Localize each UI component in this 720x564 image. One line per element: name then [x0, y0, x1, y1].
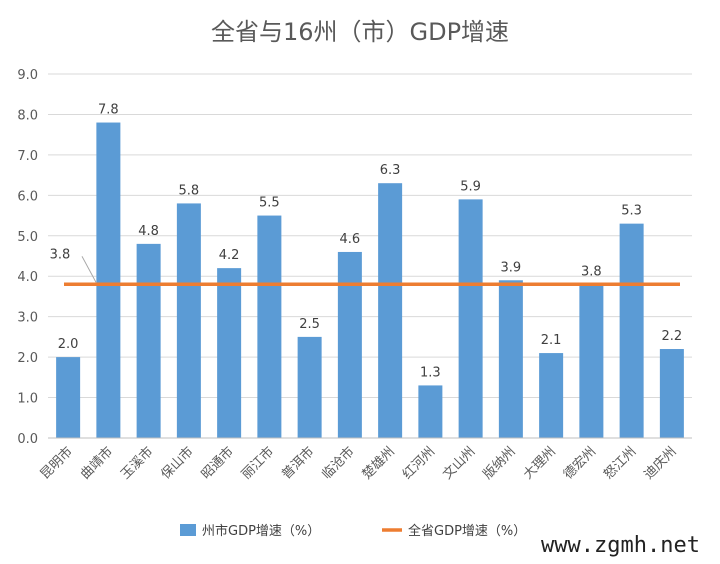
y-tick-label: 3.0 — [17, 311, 38, 326]
x-category-label: 普洱市 — [279, 444, 318, 483]
y-tick-label: 2.0 — [17, 351, 38, 366]
y-tick-label: 8.0 — [17, 108, 38, 123]
bar-data-label: 4.6 — [340, 232, 361, 247]
bar-data-label: 4.8 — [138, 224, 159, 239]
x-category-label: 昭通市 — [198, 444, 237, 483]
y-tick-label: 5.0 — [17, 230, 38, 245]
bar — [418, 385, 443, 438]
bar-data-label: 2.2 — [662, 329, 683, 344]
bar — [659, 349, 684, 438]
x-category-label: 文山州 — [440, 444, 478, 482]
bar — [297, 336, 322, 438]
bar-data-label: 5.9 — [460, 179, 481, 194]
province-average-line-group: 3.8 — [50, 247, 680, 287]
bar — [56, 357, 81, 438]
bar-data-label: 3.9 — [501, 260, 522, 275]
bar-series — [56, 122, 684, 439]
x-category-label: 保山市 — [158, 444, 197, 483]
bar-data-label: 5.8 — [179, 183, 200, 198]
x-category-label: 版纳州 — [481, 444, 519, 482]
bar — [579, 284, 604, 438]
bar-data-label: 5.5 — [259, 196, 280, 211]
bar — [337, 251, 362, 438]
bar-data-label: 2.0 — [58, 337, 79, 352]
bar — [539, 353, 564, 438]
x-category-label: 曲靖市 — [77, 444, 116, 483]
bar — [217, 268, 242, 438]
x-category-label: 玉溪市 — [118, 444, 157, 483]
bar-data-labels: 2.0 7.8 4.8 5.8 4.2 5.5 2.5 4.6 6.3 1.3 5.9 3.9 2.1 3… — [58, 103, 682, 381]
bar — [96, 122, 121, 439]
bar-data-label: 7.8 — [98, 103, 119, 118]
bar — [619, 223, 644, 438]
bar — [257, 215, 282, 438]
legend-bar-swatch — [180, 524, 196, 536]
bar-data-label: 2.5 — [299, 317, 320, 332]
y-tick-label: 9.0 — [17, 68, 38, 83]
bar — [378, 183, 403, 438]
y-tick-label: 7.0 — [17, 149, 38, 164]
bar-data-label: 5.3 — [621, 204, 642, 219]
bar — [176, 203, 201, 438]
legend: 州市GDP增速（%） 全省GDP增速（%） — [180, 523, 526, 539]
x-axis-category-labels: 昆明市 曲靖市 玉溪市 保山市 昭通市 丽江市 普洱市 临沧市 楚雄州 红河州 文山州 版纳州 大理州德… — [37, 444, 680, 483]
x-category-label: 迪庆州 — [642, 444, 680, 482]
chart-title: 全省与16州（市）GDP增速 — [211, 18, 509, 46]
bar — [498, 280, 523, 438]
bar-data-label: 6.3 — [380, 163, 401, 178]
x-category-label: 红河州 — [399, 444, 438, 483]
legend-line-label: 全省GDP增速（%） — [408, 523, 526, 539]
x-category-label: 昆明市 — [37, 444, 76, 483]
bar — [136, 243, 161, 438]
x-category-label: 大理州 — [521, 444, 559, 482]
x-category-label: 丽江市 — [238, 444, 277, 483]
y-axis-ticks: 0.0 1.0 2.0 3.0 4.0 5.0 6.0 7.0 8.0 9.0 — [17, 68, 38, 447]
x-category-label: 楚雄州 — [360, 444, 398, 482]
bar-data-label: 3.8 — [581, 264, 602, 279]
reference-label-leader — [81, 256, 97, 283]
x-category-label: 临沧市 — [319, 444, 358, 483]
bar-data-label: 4.2 — [219, 248, 240, 263]
bar — [458, 199, 483, 438]
y-tick-label: 4.0 — [17, 270, 38, 285]
legend-bar-label: 州市GDP增速（%） — [202, 523, 320, 539]
bar-data-label: 1.3 — [420, 365, 441, 380]
x-category-label: 德宏州 — [561, 444, 599, 482]
x-category-label: 怒江州 — [601, 444, 639, 482]
y-tick-label: 6.0 — [17, 189, 38, 204]
watermark: www.zgmh.net — [541, 533, 700, 558]
y-tick-label: 0.0 — [17, 432, 38, 447]
reference-line-label: 3.8 — [50, 247, 71, 262]
y-tick-label: 1.0 — [17, 392, 38, 407]
bar-data-label: 2.1 — [541, 333, 562, 348]
